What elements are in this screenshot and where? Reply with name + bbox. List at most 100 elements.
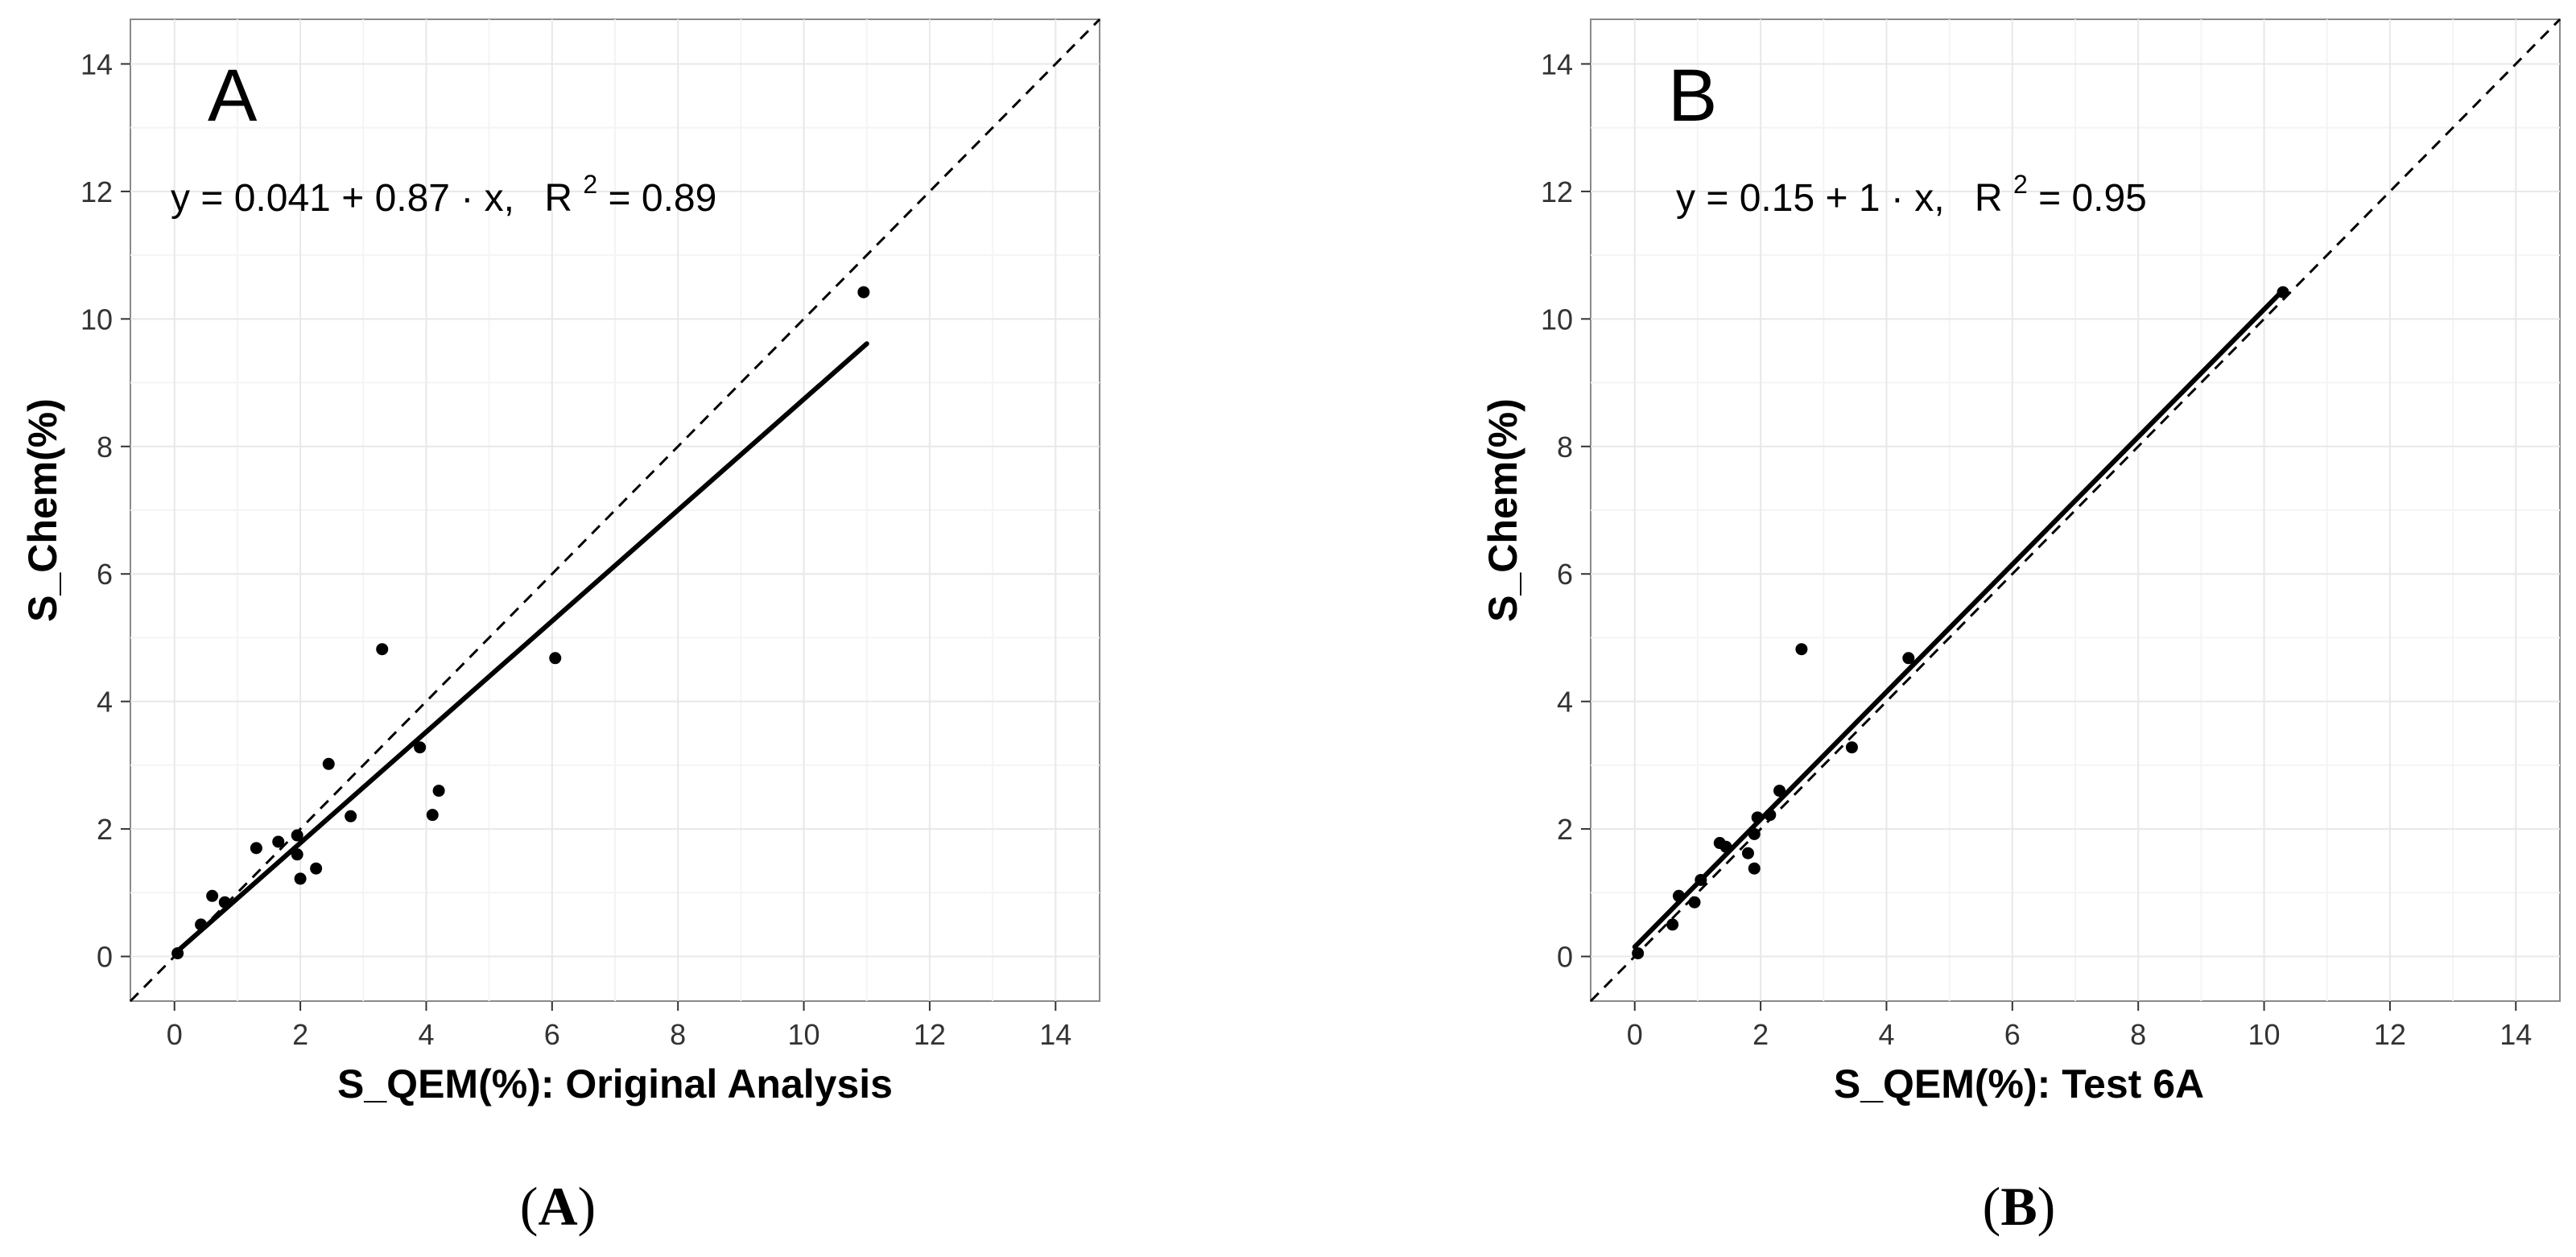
panel-a-data-point bbox=[218, 896, 231, 909]
panel-b-data-point bbox=[2277, 286, 2289, 299]
panel-a-identity-line bbox=[129, 18, 1101, 1003]
panel-b-y-tick-label: 14 bbox=[1541, 47, 1573, 80]
eq-slope: 0.87 bbox=[375, 177, 450, 220]
panel-a-data-point bbox=[294, 872, 307, 885]
panel-a-y-tick-label: 6 bbox=[97, 558, 113, 591]
panel-b-points bbox=[1632, 286, 2289, 960]
eq-plus: + bbox=[1825, 177, 1847, 220]
panel-b-x-tick-label: 12 bbox=[2374, 1018, 2406, 1051]
panel-a-y-tick-label: 12 bbox=[80, 175, 113, 208]
panel-a-y-ticks: 0 2 4 6 8 10 12 14 bbox=[80, 47, 130, 974]
panel-b-data-point bbox=[1795, 643, 1808, 656]
panel-b-identity-layer bbox=[1589, 18, 2562, 1003]
panel-b-data-point bbox=[1845, 741, 1858, 754]
panel-b-x-tick-label: 2 bbox=[1752, 1018, 1769, 1051]
panel-a: 0 2 4 6 8 10 12 14 0 2 4 6 8 10 12 14 A y = 0.041 + 0.… bbox=[20, 18, 1101, 1237]
eq-r2-label: R bbox=[544, 177, 572, 220]
panel-b-grid bbox=[1591, 19, 2560, 1001]
panel-a-x-ticks: 0 2 4 6 8 10 12 14 bbox=[167, 1001, 1071, 1051]
panel-b-x-tick-label: 8 bbox=[2130, 1018, 2146, 1051]
panel-a-data-point bbox=[549, 652, 562, 665]
caption-open-paren: ( bbox=[1983, 1176, 2001, 1237]
panel-a-y-tick-label: 0 bbox=[97, 941, 113, 974]
panel-a-y-axis-title: S_Chem(%) bbox=[20, 398, 65, 622]
caption-letter: B bbox=[2000, 1176, 2037, 1237]
panel-a-letter: A bbox=[208, 55, 258, 137]
eq-r2-label: R bbox=[1975, 177, 2003, 220]
eq-equals: = bbox=[200, 177, 223, 220]
eq-slope: 1 bbox=[1859, 177, 1880, 220]
panel-b-data-point bbox=[1688, 896, 1701, 909]
panel-b-data-point bbox=[1719, 840, 1732, 853]
panel-b-y-tick-label: 0 bbox=[1557, 941, 1573, 974]
panel-b-fit-layer bbox=[1632, 287, 2285, 950]
panel-a-x-tick-label: 14 bbox=[1039, 1018, 1071, 1051]
panel-b-data-point bbox=[1773, 785, 1786, 797]
panel-b-data-point bbox=[1748, 862, 1761, 875]
panel-a-data-point bbox=[195, 918, 208, 931]
panel-b-x-tick-label: 14 bbox=[2500, 1018, 2532, 1051]
eq-r2-superscript: 2 bbox=[583, 170, 597, 199]
panel-b-data-point bbox=[1672, 889, 1685, 902]
panel-a-equation: y = 0.041 + 0.87 · x, R 2 = 0.89 bbox=[171, 159, 716, 220]
eq-r2-value: = 0.95 bbox=[2038, 177, 2147, 220]
panel-b-data-point bbox=[1748, 827, 1761, 840]
panel-a-y-tick-label: 14 bbox=[80, 47, 113, 80]
panel-b-y-tick-label: 2 bbox=[1557, 813, 1573, 846]
eq-lhs: y bbox=[1676, 177, 1695, 220]
panel-b-data-point bbox=[1764, 809, 1777, 822]
panel-a-y-tick-label: 2 bbox=[97, 813, 113, 846]
panel-b-x-tick-label: 6 bbox=[2004, 1018, 2021, 1051]
panel-b-fit-line bbox=[1632, 287, 2285, 950]
panel-b-data-point bbox=[1902, 652, 1915, 665]
panel-a-y-tick-label: 8 bbox=[97, 431, 113, 464]
eq-intercept: 0.041 bbox=[234, 177, 331, 220]
caption-close-paren: ) bbox=[578, 1176, 597, 1237]
panel-a-data-point bbox=[250, 842, 262, 855]
panel-a-data-point bbox=[291, 829, 303, 842]
panel-a-data-point bbox=[206, 889, 219, 902]
caption-open-paren: ( bbox=[520, 1176, 539, 1237]
panel-a-identity-layer bbox=[129, 18, 1101, 1003]
panel-a-x-tick-label: 10 bbox=[788, 1018, 820, 1051]
panel-b-caption: (B) bbox=[1983, 1176, 2056, 1237]
eq-lhs: y bbox=[171, 177, 190, 220]
panel-a-data-point bbox=[272, 835, 285, 848]
eq-r2-value: = 0.89 bbox=[609, 177, 717, 220]
panel-a-caption: (A) bbox=[520, 1176, 596, 1237]
panel-b-y-tick-label: 6 bbox=[1557, 558, 1573, 591]
panel-a-x-axis-title: S_QEM(%): Original Analysis bbox=[337, 1061, 893, 1107]
panel-a-data-point bbox=[171, 947, 184, 960]
panel-b-x-ticks: 0 2 4 6 8 10 12 14 bbox=[1627, 1001, 2532, 1051]
panel-b-data-point bbox=[1751, 811, 1764, 824]
panel-a-x-tick-label: 12 bbox=[914, 1018, 946, 1051]
panel-b-equation: y = 0.15 + 1 · x, R 2 = 0.95 bbox=[1676, 159, 2147, 220]
panel-a-data-point bbox=[345, 810, 357, 822]
eq-plus: + bbox=[341, 177, 364, 220]
eq-var: x, bbox=[1914, 177, 1944, 220]
panel-b-y-tick-label: 8 bbox=[1557, 431, 1573, 464]
panel-a-data-point bbox=[291, 848, 303, 861]
panel-a-data-point bbox=[322, 757, 335, 770]
eq-dot: · bbox=[1891, 177, 1904, 220]
panel-b-y-tick-label: 4 bbox=[1557, 686, 1573, 719]
panel-a-x-tick-label: 4 bbox=[418, 1018, 434, 1051]
panel-a-data-point bbox=[857, 286, 870, 299]
panel-a-x-tick-label: 6 bbox=[544, 1018, 560, 1051]
panel-b-y-ticks: 0 2 4 6 8 10 12 14 bbox=[1541, 47, 1591, 974]
panel-a-fit-layer bbox=[171, 341, 869, 957]
panel-a-data-point bbox=[414, 741, 427, 754]
panel-a-data-point bbox=[432, 785, 445, 797]
panel-b-data-point bbox=[1695, 873, 1707, 886]
caption-letter: A bbox=[538, 1176, 577, 1237]
panel-a-fit-line bbox=[171, 341, 869, 957]
panel-b-y-axis-title: S_Chem(%) bbox=[1480, 398, 1525, 622]
panel-a-x-tick-label: 0 bbox=[167, 1018, 183, 1051]
panel-b-letter: B bbox=[1668, 55, 1717, 137]
panel-b-data-point bbox=[1741, 847, 1754, 859]
panel-a-y-tick-label: 4 bbox=[97, 686, 113, 719]
eq-var: x, bbox=[485, 177, 514, 220]
panel-b-identity-line bbox=[1589, 18, 2562, 1003]
eq-dot: · bbox=[460, 177, 473, 220]
